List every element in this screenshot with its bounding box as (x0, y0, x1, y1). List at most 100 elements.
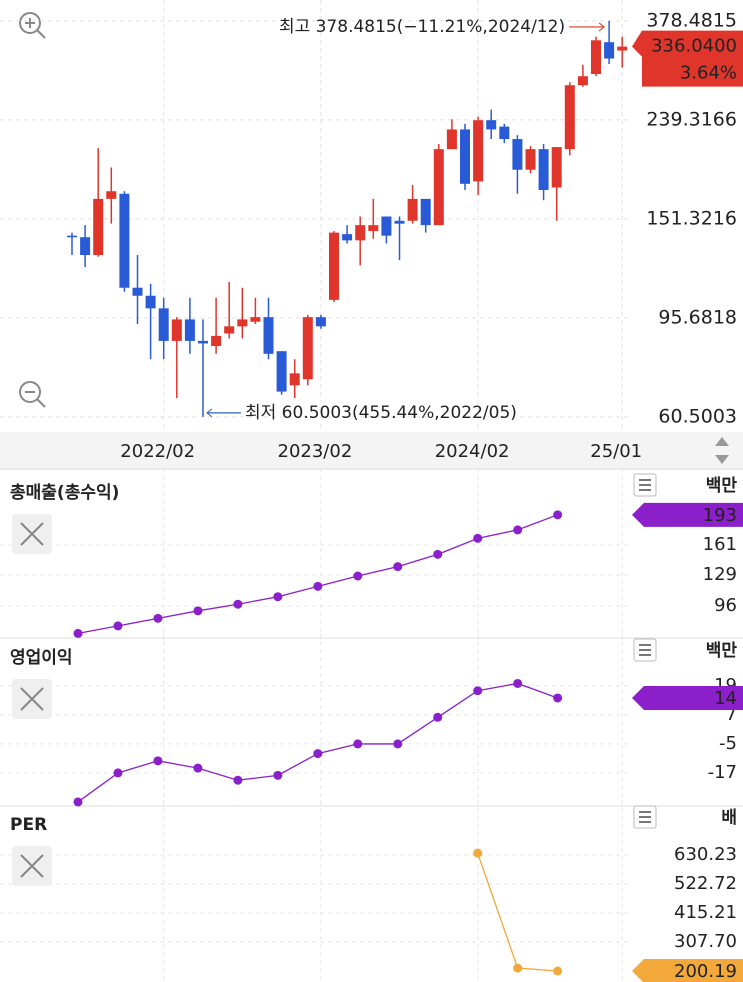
close-x (20, 687, 44, 711)
candle-body (577, 76, 588, 86)
x-tick-label: 2024/02 (435, 441, 510, 462)
candle-body (355, 225, 366, 241)
candle-body (342, 234, 353, 241)
candle-body (486, 120, 497, 130)
high-annotation: 최고 378.4815(−11.21%,2024/12) (279, 17, 565, 37)
unit-label: 백만 (706, 476, 738, 496)
x-axis-band (0, 432, 743, 469)
close-x (20, 854, 44, 878)
candle-body (263, 317, 274, 354)
panel-menu[interactable] (633, 638, 657, 662)
candle-body (289, 373, 300, 386)
y-tick-label: 522.72 (674, 873, 737, 894)
candle-body (407, 198, 418, 221)
panel-menu[interactable] (633, 805, 657, 829)
candle-body (315, 317, 326, 327)
panel-menu[interactable] (633, 473, 657, 497)
candle-body (67, 235, 77, 238)
series-point (473, 686, 483, 696)
series-point (233, 599, 243, 609)
close-button[interactable] (12, 514, 52, 554)
series-point (273, 592, 283, 602)
x-tick-label: 2023/02 (278, 441, 353, 462)
candle-body (525, 149, 536, 170)
series-point (473, 533, 483, 543)
candle-body (551, 147, 562, 188)
value-tag (632, 958, 743, 982)
panel-title: 총매출(총수익) (10, 483, 119, 503)
series-point (553, 510, 563, 520)
candle-body (119, 193, 130, 288)
value-tag-label: 200.19 (674, 961, 737, 982)
series-point (513, 525, 523, 535)
last-change: 3.64% (680, 63, 737, 84)
panel-title: PER (10, 815, 47, 835)
y-tick-label: 161 (703, 534, 737, 555)
unit-label: 배 (721, 808, 737, 828)
candle-body (433, 149, 444, 226)
zoom-in[interactable] (19, 12, 46, 39)
y-tick-label: 239.3166 (646, 108, 737, 130)
close-button[interactable] (12, 846, 52, 886)
value-tag (632, 502, 743, 527)
candle-body (368, 225, 379, 232)
candle-body (211, 335, 222, 346)
high-arrowhead (598, 22, 605, 32)
candle-body (564, 85, 575, 150)
value-tag-label: 193 (703, 505, 737, 526)
series-point (193, 763, 203, 773)
candle-body (106, 191, 117, 199)
y-tick-label: 307.70 (674, 931, 737, 952)
last-price: 336.0400 (651, 36, 737, 57)
y-tick-label: 129 (703, 564, 737, 585)
y-tick-label: 378.4815 (646, 9, 737, 31)
last-price-tag (632, 30, 743, 87)
x-tick-label: 2022/02 (120, 441, 195, 462)
y-tick-label: -17 (708, 762, 737, 783)
series-point (193, 606, 203, 616)
series-point (113, 621, 123, 631)
candle-body (538, 149, 549, 190)
series-point (153, 613, 163, 623)
candle-body (276, 351, 287, 392)
close-button[interactable] (12, 679, 52, 719)
candle-body (184, 319, 195, 341)
candle-body (512, 139, 523, 170)
y-tick-label: -5 (719, 733, 737, 754)
series-point (233, 775, 243, 785)
y-tick-label: 96 (714, 595, 737, 616)
candle-body (158, 308, 169, 341)
candle-body (224, 326, 235, 334)
y-tick-label: 95.6818 (658, 306, 737, 328)
series-point (393, 739, 403, 749)
x-tick-label: 25/01 (590, 441, 642, 462)
unit-label: 백만 (706, 641, 738, 661)
series-point (73, 628, 83, 638)
series-point (313, 749, 323, 759)
series-point (473, 848, 483, 858)
y-tick-label: 60.5003 (658, 405, 737, 427)
candle-body (250, 317, 261, 322)
series-point (353, 739, 363, 749)
series-line (77, 682, 558, 803)
series-point (513, 963, 523, 973)
series-point (273, 770, 283, 780)
value-tag-label: 14 (714, 688, 737, 709)
series-point (393, 562, 403, 572)
candle-body (80, 237, 91, 256)
series-point (513, 678, 523, 688)
candle-body (198, 340, 208, 344)
candle-body (237, 319, 248, 327)
candle-body (171, 319, 182, 341)
candle-body (446, 129, 457, 150)
candle-body (394, 220, 405, 224)
series-line (77, 514, 558, 635)
zoom-out[interactable] (19, 381, 46, 408)
low-arrowhead (206, 408, 213, 418)
close-x (20, 522, 44, 546)
scroll-arrows[interactable] (715, 437, 729, 464)
candle-body (302, 317, 313, 380)
candle-body (381, 216, 392, 236)
value-tag (632, 685, 743, 710)
candle-body (420, 198, 431, 226)
